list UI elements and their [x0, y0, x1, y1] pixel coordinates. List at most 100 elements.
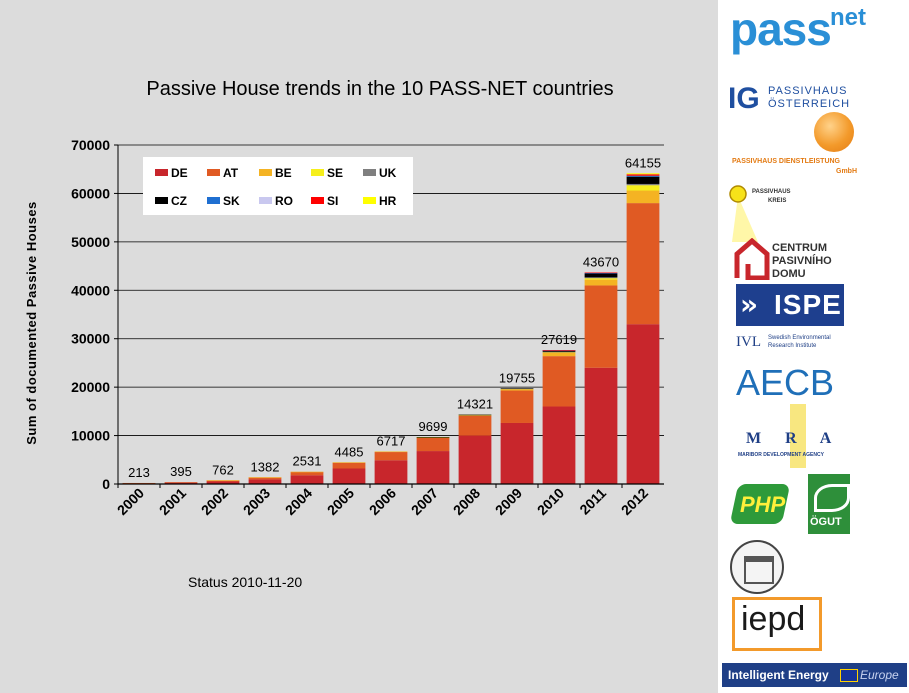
orange-sphere-icon: [814, 112, 854, 152]
y-tick-label: 10000: [71, 428, 110, 444]
legend-swatch-sk: [207, 197, 220, 204]
bar-segment-cz: [458, 414, 492, 416]
ig-passivhaus-logo: IG PASSIVHAUS ÖSTERREICH: [728, 82, 903, 116]
bar-segment-at: [332, 462, 366, 469]
legend-label-cz: CZ: [171, 194, 187, 208]
chart: Passive House trends in the 10 PASS-NET …: [24, 78, 664, 590]
x-tick-label: 2000: [114, 485, 147, 518]
bar-segment-hr: [626, 173, 660, 175]
y-tick-label: 30000: [71, 331, 110, 347]
centrum-line3: DOMU: [772, 268, 806, 280]
php-text: PHP: [740, 492, 786, 517]
bar-segment-de: [584, 367, 618, 484]
ivl-mark: IVL: [736, 334, 761, 350]
total-data-label: 14321: [457, 397, 493, 412]
legend-swatch-uk: [363, 169, 376, 176]
passnet-logo: pass net: [730, 2, 900, 62]
ivl-line1: Swedish Environmental: [768, 335, 831, 341]
pdl-line2: GmbH: [836, 168, 857, 175]
bar-segment-at: [500, 390, 534, 423]
passivhaus-kreis-logo: PASSIVHAUS KREIS: [728, 184, 808, 244]
total-data-label: 213: [128, 465, 150, 480]
bar-segment-de: [206, 481, 240, 484]
legend-label-sk: SK: [223, 194, 240, 208]
legend-swatch-be: [259, 169, 272, 176]
y-tick-label: 20000: [71, 379, 110, 395]
y-axis-label: Sum of documented Passive Houses: [24, 201, 39, 445]
intelligent-energy-europe-logo: Intelligent Energy Europe: [722, 663, 907, 687]
bar-segment-be: [542, 352, 576, 357]
mra-emblem-icon: [790, 404, 806, 468]
legend-swatch-at: [207, 169, 220, 176]
status-note: Status 2010-11-20: [188, 574, 302, 590]
bar-segment-cz: [542, 350, 576, 352]
bar-segment-uk: [584, 277, 618, 279]
iepd-logo: iepd: [732, 597, 822, 651]
bar-segment-at: [206, 480, 240, 482]
total-data-label: 64155: [625, 155, 661, 170]
bar-segment-be: [500, 389, 534, 391]
bar-segment-at: [542, 356, 576, 407]
total-data-label: 27619: [541, 332, 577, 347]
kreis-line2: KREIS: [768, 198, 787, 204]
centrum-line1: CENTRUM: [772, 242, 827, 254]
legend-label-hr: HR: [379, 194, 397, 208]
x-tick-label: 2005: [324, 485, 357, 518]
pdl-logo: PASSIVHAUS DIENSTLEISTUNG GmbH: [732, 112, 902, 180]
bar-segment-de: [416, 451, 450, 484]
university-seal-logo: [730, 540, 784, 594]
bar-segment-se: [584, 278, 618, 280]
bar-segment-be: [374, 451, 408, 453]
total-data-label: 19755: [499, 370, 535, 385]
bar-segment-at: [626, 203, 660, 325]
bar-segment-cz: [500, 388, 534, 389]
ogut-text: ÖGUT: [810, 516, 842, 528]
bar-segment-be: [248, 477, 282, 478]
bar-segment-cz: [584, 273, 618, 278]
mra-text: M R A: [746, 430, 842, 447]
legend-label-at: AT: [223, 166, 239, 180]
bar-segment-de: [164, 482, 198, 484]
total-data-label: 43670: [583, 255, 619, 270]
ispe-logo: » ISPE: [736, 284, 844, 326]
x-tick-label: 2002: [198, 485, 231, 518]
legend-swatch-ro: [259, 197, 272, 204]
total-data-label: 6717: [377, 433, 406, 448]
ispe-text: ISPE: [774, 289, 842, 320]
php-logo: PHP: [729, 476, 791, 534]
passnet-logo-sup: net: [830, 4, 866, 31]
seal-building-icon: [744, 556, 774, 584]
bar-segment-at: [584, 285, 618, 368]
ig-line1: PASSIVHAUS: [768, 85, 848, 97]
x-tick-label: 2010: [534, 485, 567, 518]
x-tick-label: 2004: [282, 485, 315, 518]
bar-segment-de: [542, 406, 576, 484]
bar-segment-at: [416, 437, 450, 452]
total-data-label: 1382: [251, 459, 280, 474]
bar-segment-cz: [416, 437, 450, 438]
chart-title: Passive House trends in the 10 PASS-NET …: [146, 78, 613, 100]
legend-swatch-si: [311, 197, 324, 204]
legend-box: [143, 157, 413, 215]
legend-label-be: BE: [275, 166, 292, 180]
y-tick-label: 50000: [71, 234, 110, 250]
bar-segment-be: [206, 480, 240, 481]
chevron-right-icon: »: [740, 288, 759, 321]
iee-text: Intelligent Energy: [728, 668, 829, 682]
ivl-logo: IVL Swedish Environmental Research Insti…: [736, 334, 906, 354]
x-tick-label: 2007: [408, 485, 441, 518]
bar-segment-sk: [626, 175, 660, 177]
kreis-line1: PASSIVHAUS: [752, 189, 791, 195]
iee-europe: Europe: [860, 668, 899, 682]
centrum-pasivniho-domu-logo: CENTRUM PASIVNÍHO DOMU: [734, 238, 904, 282]
total-data-label: 2531: [293, 454, 322, 469]
legend-swatch-de: [155, 169, 168, 176]
legend: DE AT BE SE UK CZ SK RO SI HR: [143, 157, 413, 215]
bar-segment-at: [374, 452, 408, 461]
house-outline-icon: [734, 238, 770, 280]
mra-logo: M R A MARIBOR DEVELOPMENT AGENCY: [730, 404, 860, 470]
y-tick-label: 40000: [71, 282, 110, 298]
y-tick-label: 70000: [71, 137, 110, 153]
total-data-label: 395: [170, 464, 192, 479]
slide-background: Passive House trends in the 10 PASS-NET …: [0, 0, 718, 693]
